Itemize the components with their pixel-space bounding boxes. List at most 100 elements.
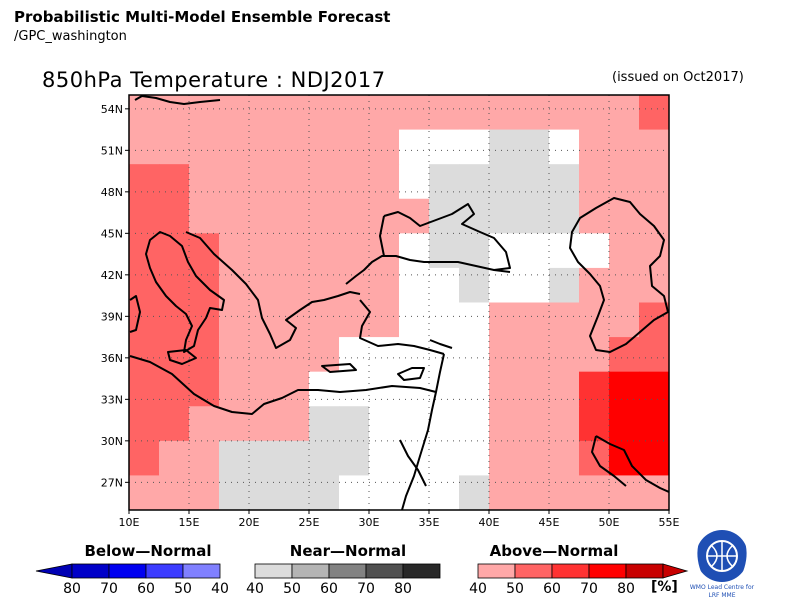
grid-cell [549, 95, 580, 131]
grid-cell [519, 198, 550, 234]
legend-swatch [108, 563, 147, 579]
grid-cell [609, 475, 640, 510]
grid-cell [249, 129, 280, 165]
grid-cell [609, 406, 640, 442]
grid-cell [609, 267, 640, 303]
legend-near-colorbar: 40 50 60 70 80 [246, 563, 441, 597]
header-title: Probabilistic Multi-Model Ensemble Forec… [14, 8, 391, 26]
grid-cell [279, 475, 310, 510]
lon-label: 10E [119, 516, 140, 529]
grid-cell [579, 233, 610, 269]
legend-swatch [402, 563, 441, 579]
grid-cell [129, 302, 160, 338]
grid-cell [249, 267, 280, 303]
grid-cell [309, 198, 340, 234]
legend-swatch [145, 563, 184, 579]
grid-cell [159, 302, 190, 338]
grid-cell [309, 95, 340, 131]
grid-cell [279, 440, 310, 476]
grid-cell [279, 129, 310, 165]
grid-cell [249, 198, 280, 234]
lon-label: 45E [539, 516, 560, 529]
grid-cell [159, 440, 190, 476]
grid-cell [219, 337, 250, 373]
grid-cell [189, 129, 220, 165]
grid-cell [339, 95, 370, 131]
grid-cell [129, 337, 160, 373]
grid-cell [489, 337, 520, 373]
grid-cell [519, 406, 550, 442]
grid-cell [369, 95, 400, 131]
grid-cell [399, 337, 430, 373]
lon-label: 30E [359, 516, 380, 529]
lon-label: 20E [239, 516, 260, 529]
grid-cell [489, 267, 520, 303]
legend-swatch [477, 563, 516, 579]
grid-cell [339, 164, 370, 200]
grid-cell [369, 302, 400, 338]
legend-tick: 40 [246, 581, 264, 597]
legend-swatch [254, 563, 293, 579]
legend-swatch [328, 563, 367, 579]
grid-cell [489, 95, 520, 131]
grid-cell [159, 129, 190, 165]
grid-cell [489, 371, 520, 407]
grid-cell [219, 164, 250, 200]
grid-cell [459, 475, 490, 510]
grid-cell [249, 164, 280, 200]
lon-label: 40E [479, 516, 500, 529]
legend-tick: 70 [100, 581, 118, 597]
legend-swatch [514, 563, 553, 579]
grid-cell [219, 475, 250, 510]
lat-label: 54N [101, 103, 123, 116]
legend-below-colorbar: 80 70 60 50 40 [35, 563, 229, 597]
legend-tick: 70 [580, 581, 598, 597]
grid-cell [279, 267, 310, 303]
grid-cell [459, 337, 490, 373]
grid-cell [309, 164, 340, 200]
grid-cell [219, 302, 250, 338]
grid-cell [639, 129, 669, 165]
lat-label: 30N [101, 435, 123, 448]
grid-cell [189, 406, 220, 442]
grid-cell [639, 475, 669, 510]
grid-cell [609, 337, 640, 373]
lat-label: 45N [101, 227, 123, 240]
grid-cell [609, 129, 640, 165]
grid-cell [369, 406, 400, 442]
grid-cell [519, 95, 550, 131]
lat-label: 48N [101, 186, 123, 199]
probability-grid [129, 95, 669, 510]
grid-cell [159, 406, 190, 442]
grid-cell [489, 164, 520, 200]
legend-swatch [71, 563, 110, 579]
lon-label: 25E [299, 516, 320, 529]
grid-cell [309, 233, 340, 269]
grid-cell [459, 440, 490, 476]
grid-cell [129, 95, 160, 131]
grid-cell [489, 129, 520, 165]
grid-cell [519, 129, 550, 165]
grid-cell [519, 267, 550, 303]
grid-cell [249, 475, 280, 510]
grid-cell [609, 233, 640, 269]
grid-cell [519, 164, 550, 200]
grid-cell [429, 302, 460, 338]
grid-cell [579, 475, 610, 510]
grid-cell [129, 233, 160, 269]
grid-cell [639, 406, 669, 442]
legend-below-title: Below—Normal [84, 542, 211, 560]
grid-cell [249, 95, 280, 131]
grid-cell [159, 337, 190, 373]
grid-cell [609, 164, 640, 200]
grid-cell [249, 440, 280, 476]
grid-cell [159, 371, 190, 407]
grid-cell [429, 267, 460, 303]
grid-cell [309, 440, 340, 476]
grid-cell [579, 371, 610, 407]
legend-near-title: Near—Normal [290, 542, 406, 560]
grid-cell [459, 129, 490, 165]
grid-cell [339, 440, 370, 476]
grid-cell [129, 475, 160, 510]
